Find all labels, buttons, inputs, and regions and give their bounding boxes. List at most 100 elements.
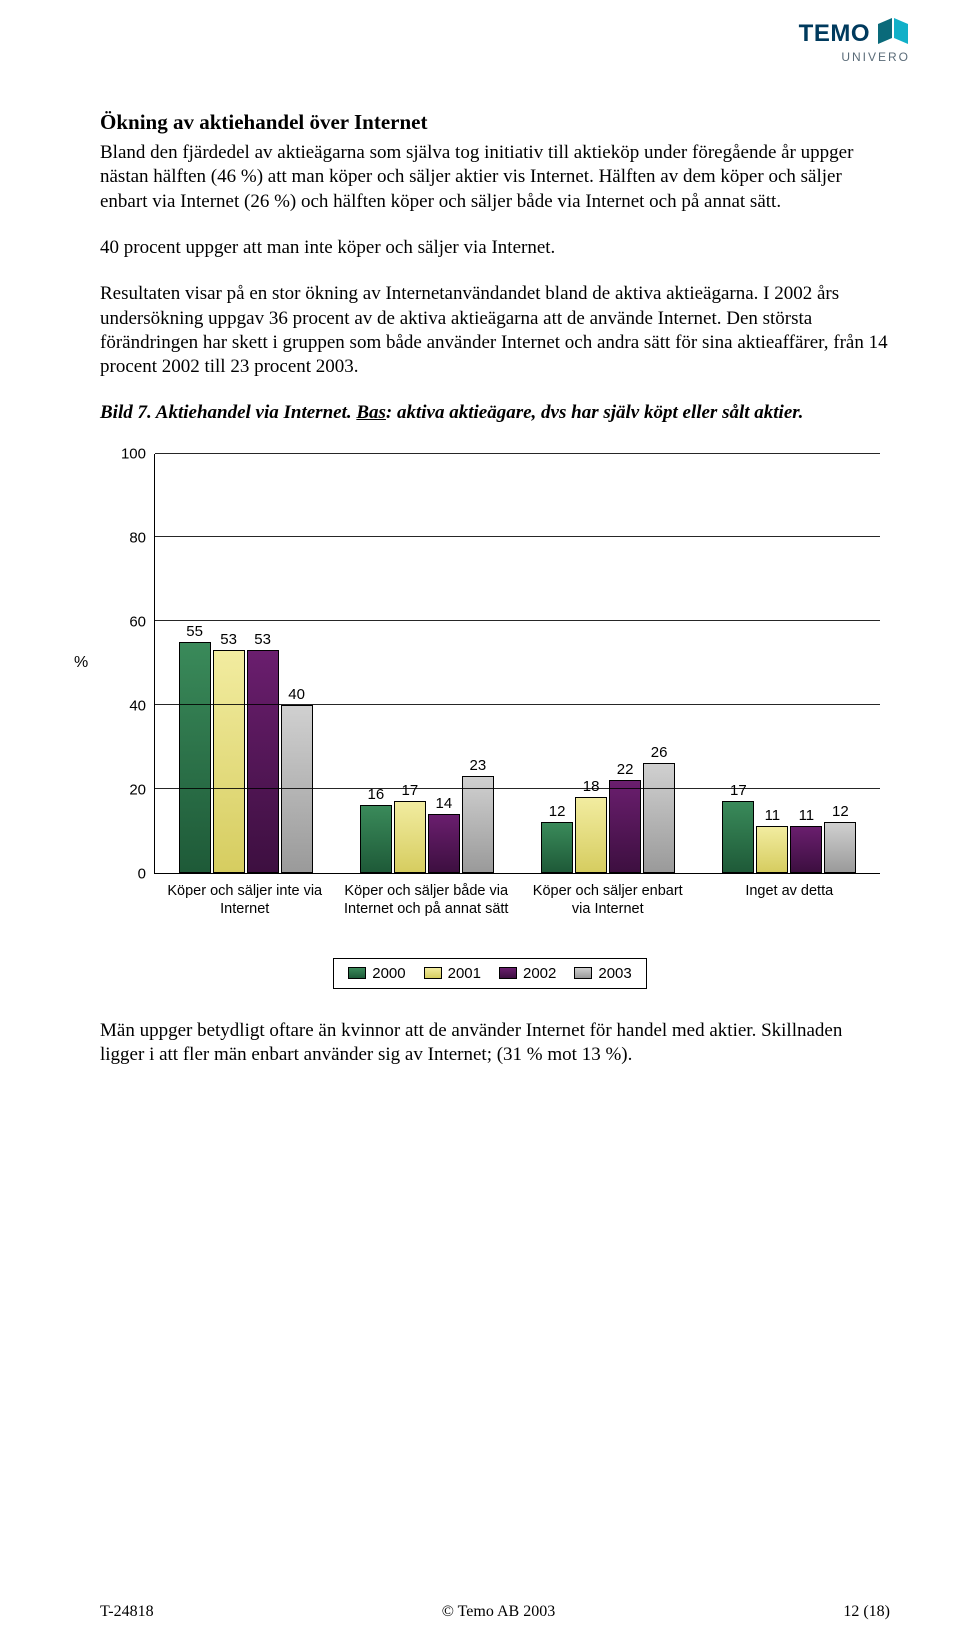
bar-column: 18 xyxy=(574,454,608,873)
bar-value-label: 23 xyxy=(470,757,487,774)
bar-value-label: 16 xyxy=(368,786,385,803)
bar-value-label: 14 xyxy=(436,795,453,812)
y-tick: 80 xyxy=(106,529,146,546)
legend-item: 2002 xyxy=(499,965,556,982)
x-axis-labels: Köper och säljer inte via InternetKöper … xyxy=(154,874,880,918)
page-footer: T-24818 © Temo AB 2003 12 (18) xyxy=(100,1603,890,1621)
legend-label: 2001 xyxy=(448,965,481,982)
bar-group: 16 17 14 23 xyxy=(336,454,517,873)
footer-right: 12 (18) xyxy=(843,1603,890,1621)
bar-column: 23 xyxy=(461,454,495,873)
bar-column: 55 xyxy=(178,454,212,873)
bar xyxy=(428,814,460,873)
bar xyxy=(643,763,675,872)
paragraph-post-chart: Män uppger betydligt oftare än kvinnor a… xyxy=(100,1019,890,1068)
legend-label: 2000 xyxy=(372,965,405,982)
bar xyxy=(790,826,822,872)
y-tick: 20 xyxy=(106,781,146,798)
y-tick: 100 xyxy=(106,445,146,462)
caption-prefix: Bild 7. Aktiehandel via Internet. xyxy=(100,402,356,423)
bar-column: 17 xyxy=(393,454,427,873)
y-tick: 60 xyxy=(106,613,146,630)
y-axis-unit: % xyxy=(74,654,88,672)
paragraph-3: Resultaten visar på en stor ökning av In… xyxy=(100,282,890,379)
logo-text: TEMO xyxy=(799,22,870,46)
x-axis-label: Köper och säljer både via Internet och p… xyxy=(336,874,518,918)
legend-item: 2003 xyxy=(574,965,631,982)
bar-value-label: 11 xyxy=(799,807,815,824)
bar xyxy=(722,801,754,872)
bar-column: 53 xyxy=(246,454,280,873)
bar xyxy=(575,797,607,873)
grid-line xyxy=(155,788,880,789)
bar-column: 53 xyxy=(212,454,246,873)
bar-value-label: 53 xyxy=(220,631,237,648)
bar-column: 14 xyxy=(427,454,461,873)
bar xyxy=(824,822,856,872)
footer-center: © Temo AB 2003 xyxy=(442,1603,555,1621)
y-tick: 40 xyxy=(106,697,146,714)
bar-value-label: 53 xyxy=(254,631,271,648)
grid-line xyxy=(155,453,880,454)
legend-label: 2002 xyxy=(523,965,556,982)
bar xyxy=(360,805,392,872)
bar-column: 26 xyxy=(642,454,676,873)
legend-swatch xyxy=(348,967,366,979)
bar-column: 16 xyxy=(359,454,393,873)
bar-value-label: 12 xyxy=(549,803,566,820)
legend-swatch xyxy=(424,967,442,979)
bar-value-label: 55 xyxy=(186,623,203,640)
chart-plot-area: 55 53 53 40 16 17 14 23 12 18 22 26 17 11 11 12 xyxy=(154,454,880,874)
bar xyxy=(213,650,245,873)
bar xyxy=(462,776,494,873)
bar-value-label: 18 xyxy=(583,778,600,795)
caption-suffix: : aktiva aktieägare, dvs har själv köpt … xyxy=(386,402,803,423)
legend-item: 2000 xyxy=(348,965,405,982)
bar-value-label: 26 xyxy=(651,744,668,761)
legend-swatch xyxy=(499,967,517,979)
bar-group: 12 18 22 26 xyxy=(518,454,699,873)
y-tick: 0 xyxy=(106,865,146,882)
x-axis-label: Inget av detta xyxy=(699,874,881,918)
footer-left: T-24818 xyxy=(100,1603,154,1621)
bar xyxy=(541,822,573,872)
bar-chart: 020406080100 555353401617142312182226171… xyxy=(100,454,880,989)
grid-line xyxy=(155,536,880,537)
bar xyxy=(756,826,788,872)
bar xyxy=(179,642,211,873)
paragraph-1: Bland den fjärdedel av aktieägarna som s… xyxy=(100,141,890,214)
legend-label: 2003 xyxy=(598,965,631,982)
grid-line xyxy=(155,620,880,621)
bar-value-label: 12 xyxy=(832,803,849,820)
paragraph-2: 40 procent uppger att man inte köper och… xyxy=(100,236,890,260)
bar-column: 12 xyxy=(540,454,574,873)
bar-group: 17 11 11 12 xyxy=(699,454,880,873)
bar-column: 11 xyxy=(789,454,823,873)
bar-column: 12 xyxy=(823,454,857,873)
logo-icon xyxy=(876,18,910,49)
grid-line xyxy=(155,704,880,705)
brand-logo: TEMO UNIVERO xyxy=(799,18,910,63)
legend-swatch xyxy=(574,967,592,979)
y-axis: 020406080100 xyxy=(100,454,154,874)
bar-value-label: 17 xyxy=(402,782,419,799)
bar-group: 55 53 53 40 xyxy=(155,454,336,873)
bar xyxy=(247,650,279,873)
bar-column: 11 xyxy=(755,454,789,873)
legend-item: 2001 xyxy=(424,965,481,982)
bar-value-label: 22 xyxy=(617,761,634,778)
x-axis-label: Köper och säljer inte via Internet xyxy=(154,874,336,918)
bar xyxy=(394,801,426,872)
chart-caption: Bild 7. Aktiehandel via Internet. Bas: a… xyxy=(100,402,890,424)
bar-value-label: 17 xyxy=(730,782,747,799)
bar-column: 22 xyxy=(608,454,642,873)
logo-subtext: UNIVERO xyxy=(799,51,910,63)
section-heading: Ökning av aktiehandel över Internet xyxy=(100,110,890,135)
x-axis-label: Köper och säljer enbart via Internet xyxy=(517,874,699,918)
bar-column: 40 xyxy=(280,454,314,873)
bar-value-label: 11 xyxy=(765,807,781,824)
bar xyxy=(609,780,641,872)
bar-value-label: 40 xyxy=(288,686,305,703)
chart-legend: 2000 2001 2002 2003 xyxy=(333,958,647,989)
caption-underline: Bas xyxy=(356,402,386,423)
